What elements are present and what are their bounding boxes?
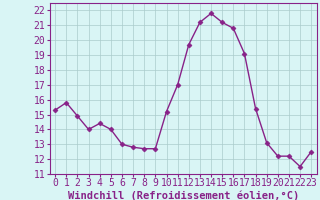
X-axis label: Windchill (Refroidissement éolien,°C): Windchill (Refroidissement éolien,°C) <box>68 191 299 200</box>
